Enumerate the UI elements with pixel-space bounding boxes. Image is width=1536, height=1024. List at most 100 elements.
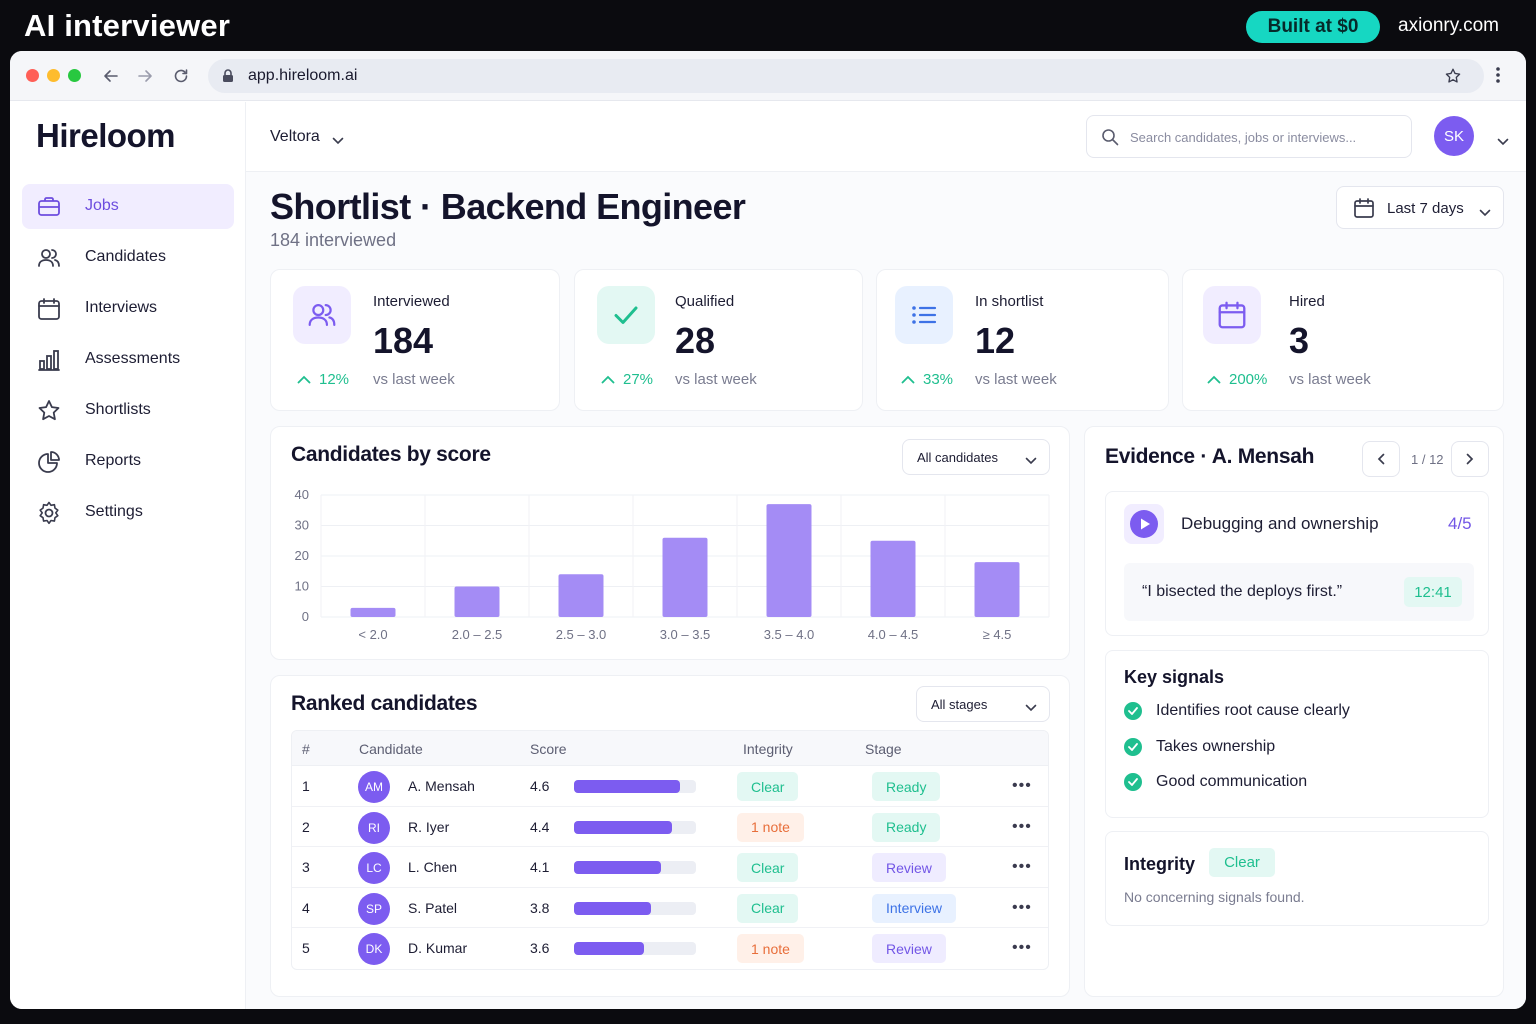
chart-bar[interactable] xyxy=(870,540,916,617)
stat-label: Interviewed xyxy=(373,293,450,310)
candidate-name[interactable]: L. Chen xyxy=(408,859,458,876)
sidebar-item-interviews[interactable]: Interviews xyxy=(22,286,234,331)
evidence-title: Evidence · A. Mensah xyxy=(1105,445,1315,468)
score-bar-fill xyxy=(574,820,672,834)
chart-bar[interactable] xyxy=(558,574,604,617)
back-arrow-icon[interactable] xyxy=(100,65,122,87)
chevron-up-icon xyxy=(601,375,615,384)
page-title: Shortlist · Backend Engineer xyxy=(270,186,746,227)
candidates-table: # Candidate Score Integrity Stage 1 AM A. … xyxy=(291,730,1049,970)
minimize-window-button[interactable] xyxy=(47,69,60,82)
quote-box: “I bisected the deploys first.” 12:41 xyxy=(1124,563,1474,621)
column-header[interactable]: Candidate xyxy=(359,741,423,757)
sidebar-item-shortlists[interactable]: Shortlists xyxy=(22,388,234,433)
stat-delta: 33% xyxy=(901,371,953,388)
user-menu-chevron-icon[interactable] xyxy=(1497,133,1509,151)
x-tick-label: < 2.0 xyxy=(358,627,387,642)
date-range-picker[interactable]: Last 7 days xyxy=(1336,186,1504,229)
sidebar-item-candidates[interactable]: Candidates xyxy=(22,235,234,280)
play-button[interactable] xyxy=(1124,504,1164,544)
candidate-name[interactable]: D. Kumar xyxy=(408,940,468,957)
org-switcher[interactable]: Veltora xyxy=(246,102,366,172)
score-bar xyxy=(574,901,696,915)
stat-delta-value: 200% xyxy=(1229,371,1268,388)
browser-chrome: app.hireloom.ai xyxy=(10,51,1526,101)
candidate-filter-dropdown[interactable]: All candidates xyxy=(902,439,1050,475)
integrity-section: Integrity Clear No concerning signals fo… xyxy=(1105,831,1489,926)
x-tick-label: 3.0 – 3.5 xyxy=(660,627,711,642)
chart-title: Candidates by score xyxy=(291,443,491,466)
sidebar-item-jobs[interactable]: Jobs xyxy=(22,184,234,229)
stat-value: 28 xyxy=(675,320,716,361)
quote-text: “I bisected the deploys first.” xyxy=(1142,583,1343,600)
star-icon xyxy=(36,398,62,424)
date-range-label: Last 7 days xyxy=(1387,200,1464,217)
sidebar-item-settings[interactable]: Settings xyxy=(22,490,234,535)
sidebar-item-reports[interactable]: Reports xyxy=(22,439,234,484)
chart-bar[interactable] xyxy=(766,504,812,617)
stage-filter-dropdown[interactable]: All stages xyxy=(916,686,1050,722)
org-name: Veltora xyxy=(270,128,320,145)
table-row[interactable]: 3 LC L. Chen 4.1 Clear Review ••• xyxy=(292,847,1048,888)
chart-bar[interactable] xyxy=(974,562,1020,617)
chart-bar[interactable] xyxy=(454,586,500,618)
reload-icon[interactable] xyxy=(170,65,192,87)
bar-chart-icon xyxy=(36,347,62,373)
candidate-name[interactable]: S. Patel xyxy=(408,899,458,916)
browser-menu-icon[interactable] xyxy=(1496,66,1500,89)
sidebar-item-label: Assessments xyxy=(85,350,181,367)
stat-card-hired: Hired 3 200% vs last week xyxy=(1182,269,1504,411)
chart-bar[interactable] xyxy=(662,537,708,617)
rank-cell: 3 xyxy=(302,859,310,876)
app-topbar: Veltora Search candidates, jobs or inter… xyxy=(246,102,1526,172)
close-window-button[interactable] xyxy=(26,69,39,82)
chevron-down-icon xyxy=(1479,204,1491,222)
maximize-window-button[interactable] xyxy=(68,69,81,82)
calendar-icon xyxy=(36,296,62,322)
previous-button[interactable] xyxy=(1362,441,1400,477)
chart-bar[interactable] xyxy=(350,607,396,617)
evidence-clip: Debugging and ownership 4/5 “I bisected … xyxy=(1105,491,1489,636)
table-row[interactable]: 4 SP S. Patel 3.8 Clear Interview ••• xyxy=(292,888,1048,929)
evidence-panel: Evidence · A. Mensah 1 / 12 Debugging an… xyxy=(1084,426,1504,997)
bookmark-star-icon[interactable] xyxy=(1444,67,1462,90)
main-content: Shortlist · Backend Engineer 184 intervi… xyxy=(246,172,1526,1009)
promo-badge: Built at $0 xyxy=(1246,11,1380,43)
column-header[interactable]: # xyxy=(302,741,310,757)
more-options-icon[interactable]: ••• xyxy=(1012,777,1032,794)
signal-text: Good communication xyxy=(1156,773,1308,790)
rank-cell: 4 xyxy=(302,899,310,916)
avatar: RI xyxy=(358,811,390,844)
rank-cell: 5 xyxy=(302,940,310,957)
more-options-icon[interactable]: ••• xyxy=(1012,858,1032,876)
column-header[interactable]: Stage xyxy=(865,741,902,757)
stage-badge: Ready xyxy=(872,772,941,801)
score-bar xyxy=(574,780,696,793)
section-title: Integrity xyxy=(1124,854,1196,874)
candidate-name[interactable]: R. Iyer xyxy=(408,818,450,835)
score-cell: 4.6 xyxy=(530,778,550,794)
table-row[interactable]: 5 DK D. Kumar 3.6 1 note Review ••• xyxy=(292,928,1048,969)
timestamp-badge[interactable]: 12:41 xyxy=(1404,577,1462,607)
table-row[interactable]: 1 AM A. Mensah 4.6 Clear Ready ••• xyxy=(292,766,1048,807)
app-logo[interactable]: Hireloom xyxy=(36,117,176,154)
sidebar-item-label: Jobs xyxy=(85,197,119,214)
signal-item: Identifies root cause clearly xyxy=(1124,702,1350,720)
column-header[interactable]: Score xyxy=(530,741,567,757)
users-icon xyxy=(293,286,351,344)
next-button[interactable] xyxy=(1451,441,1489,477)
forward-arrow-icon[interactable] xyxy=(134,65,156,87)
candidate-name[interactable]: A. Mensah xyxy=(408,778,475,794)
more-options-icon[interactable]: ••• xyxy=(1012,817,1032,835)
address-bar[interactable]: app.hireloom.ai xyxy=(208,59,1484,93)
column-header[interactable]: Integrity xyxy=(743,741,793,757)
signal-text: Takes ownership xyxy=(1156,738,1276,755)
url-text: app.hireloom.ai xyxy=(248,67,358,84)
search-input[interactable]: Search candidates, jobs or interviews... xyxy=(1086,115,1412,158)
sidebar-item-assessments[interactable]: Assessments xyxy=(22,337,234,382)
more-options-icon[interactable]: ••• xyxy=(1012,939,1032,957)
user-avatar[interactable]: SK xyxy=(1434,116,1474,156)
more-options-icon[interactable]: ••• xyxy=(1012,898,1032,916)
table-row[interactable]: 2 RI R. Iyer 4.4 1 note Ready ••• xyxy=(292,807,1048,848)
stat-comparison: vs last week xyxy=(1289,371,1371,388)
